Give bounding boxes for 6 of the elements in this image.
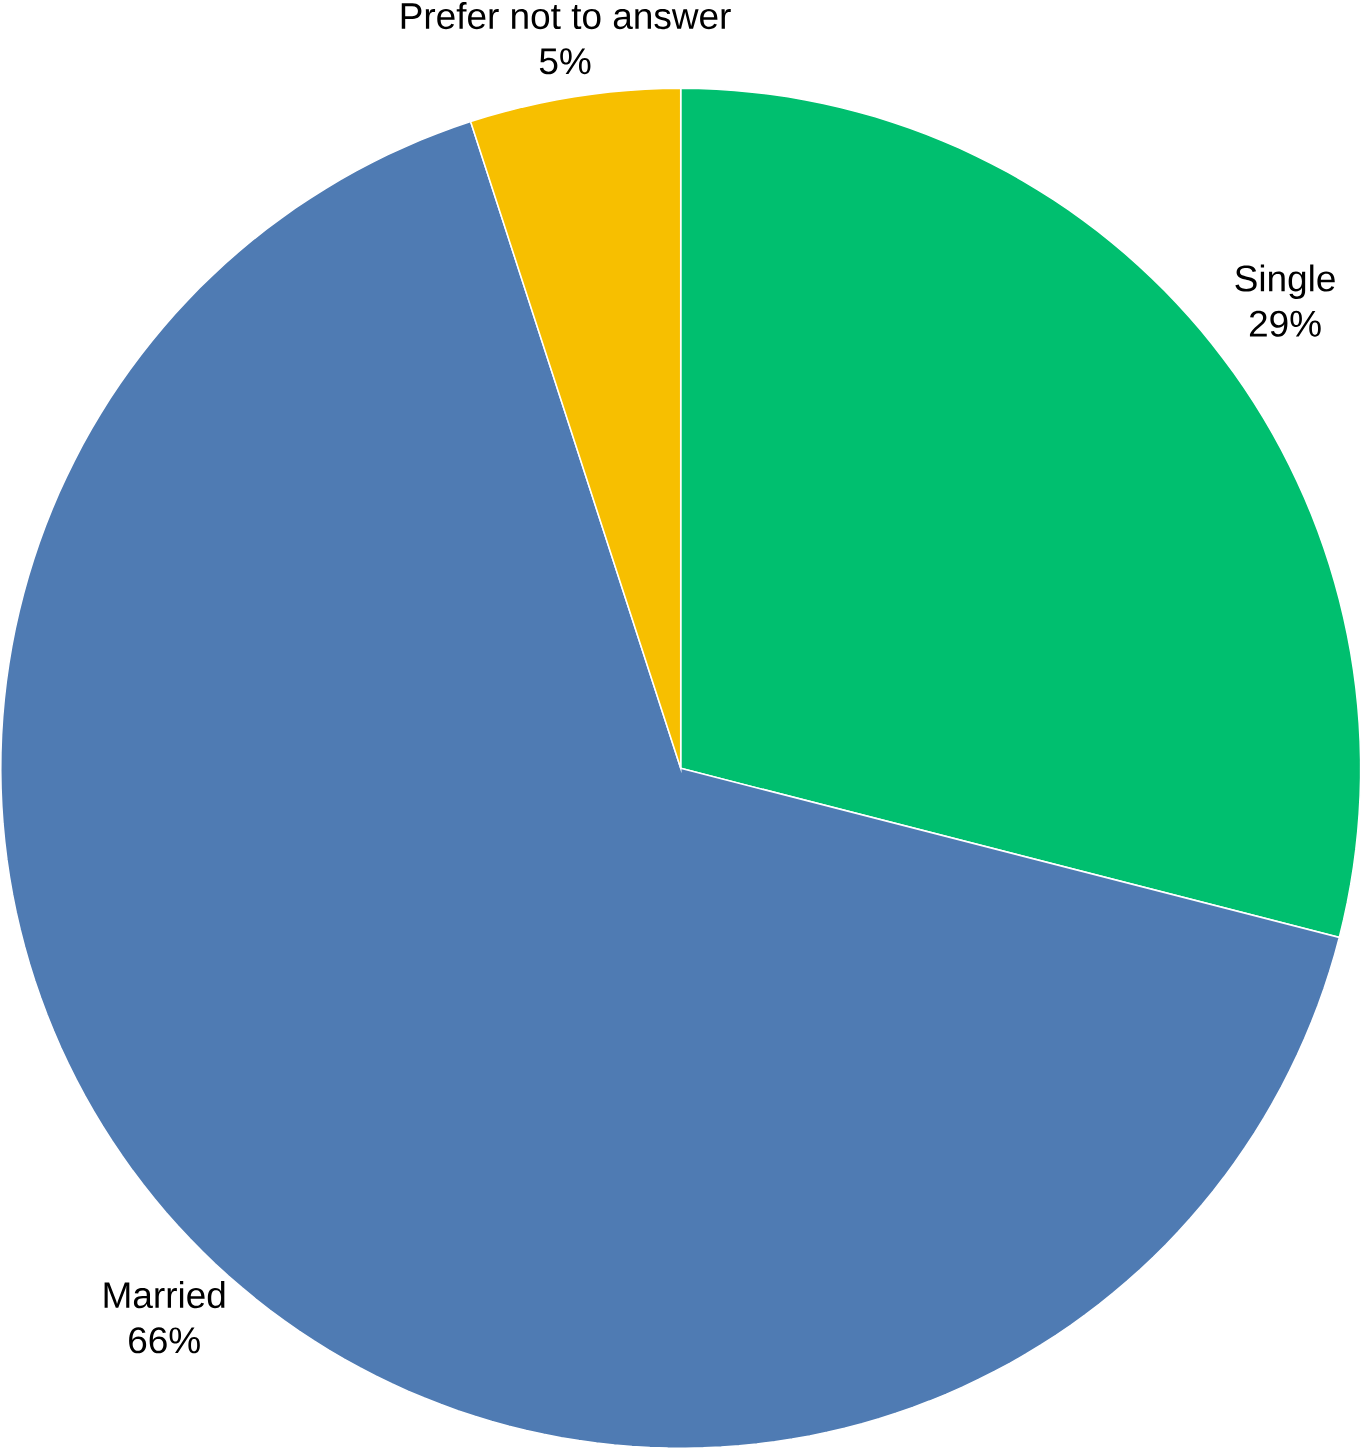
data-label: 66% xyxy=(128,1327,200,1354)
slice-label: Married xyxy=(104,1281,225,1309)
data-label: 5% xyxy=(539,48,591,75)
slice-label: Prefer not to answer xyxy=(401,2,731,30)
slice-label: Single xyxy=(1235,264,1335,299)
data-label: 29% xyxy=(1249,310,1321,337)
